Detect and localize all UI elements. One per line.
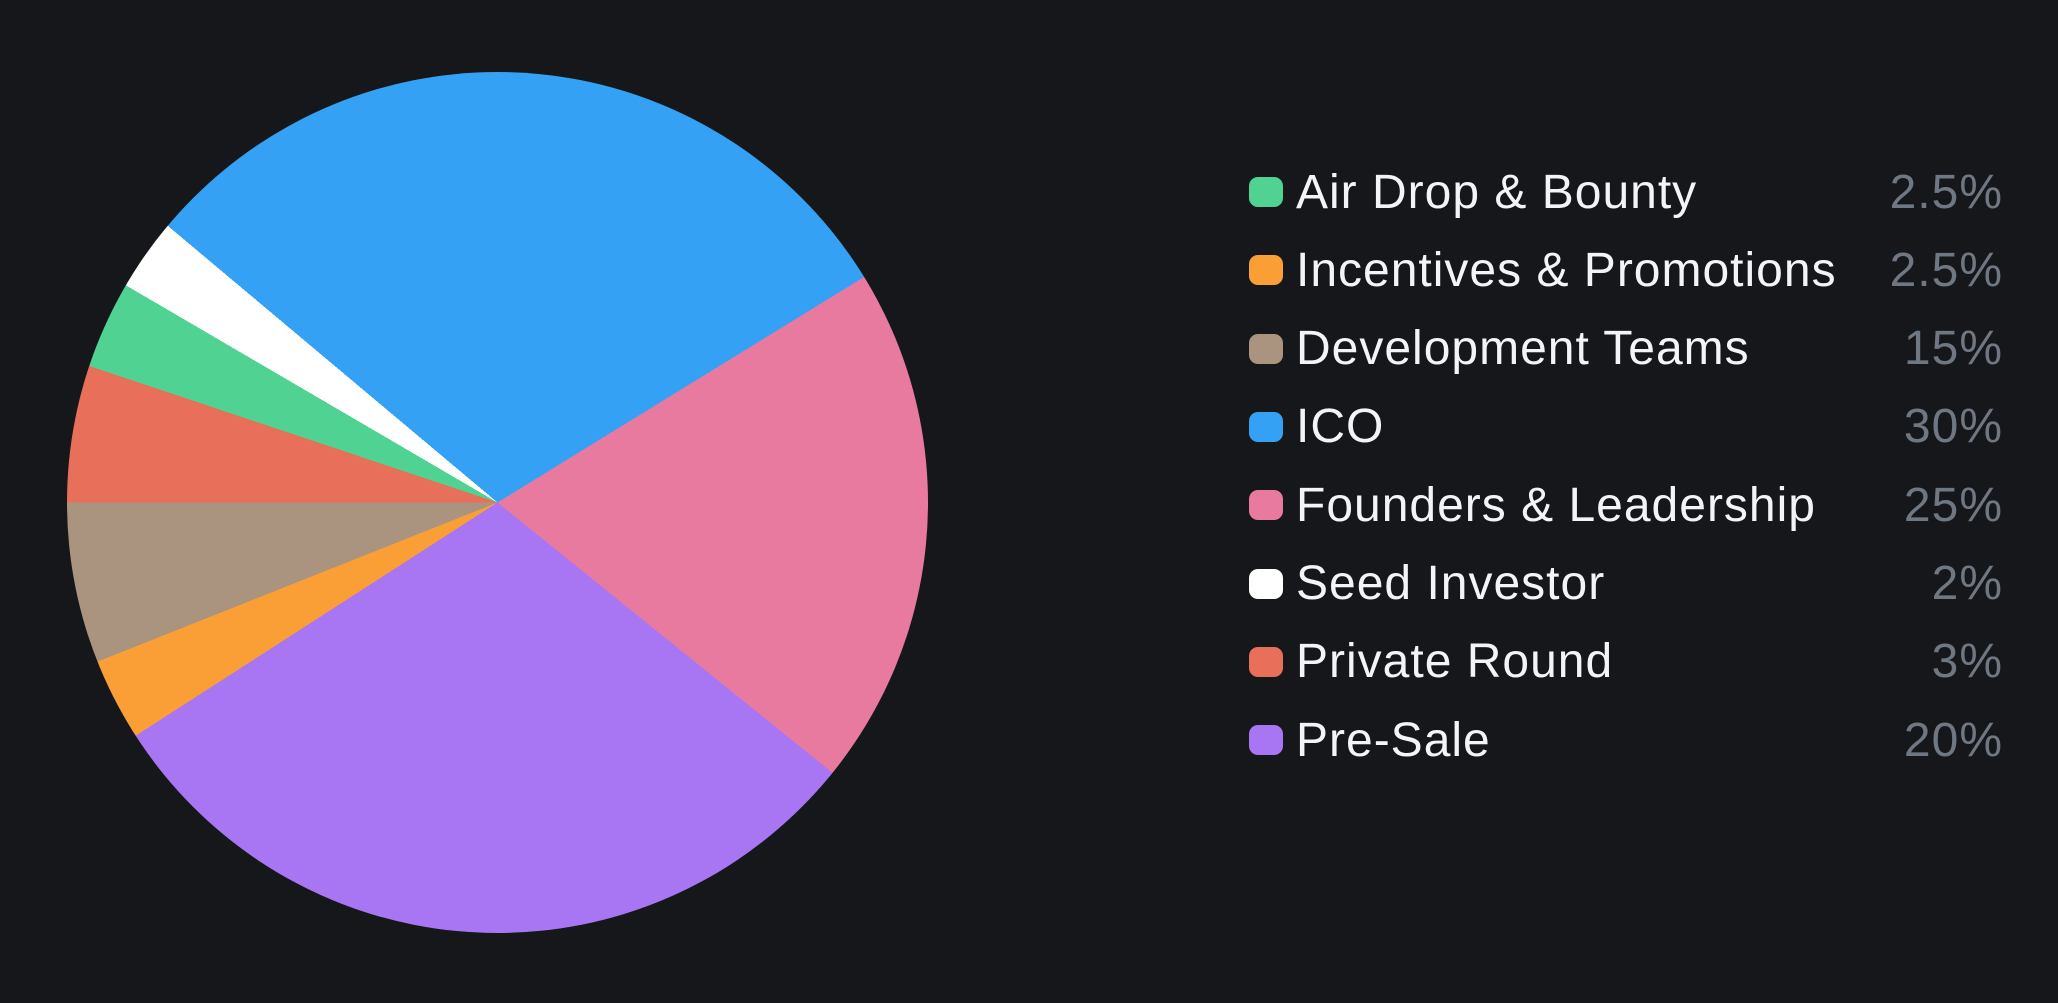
legend-color-swatch-icon — [1249, 333, 1283, 364]
legend-item-air-drop-bounty[interactable]: Air Drop & Bounty 2.5% — [1249, 153, 2003, 231]
pie-chart[interactable] — [67, 72, 928, 933]
legend-item-incentives-promotions[interactable]: Incentives & Promotions 2.5% — [1249, 231, 2003, 309]
legend-value: 15% — [1903, 322, 2003, 376]
legend-color-swatch-icon — [1249, 255, 1283, 286]
legend-label: Seed Investor — [1296, 557, 1606, 610]
legend-label: Pre-Sale — [1296, 713, 1491, 767]
legend-label: Development Teams — [1296, 322, 1750, 376]
legend-item-pre-sale[interactable]: Pre-Sale 20% — [1249, 701, 2003, 779]
legend-label: Founders & Leadership — [1296, 478, 1816, 532]
legend-color-swatch-icon — [1249, 725, 1283, 756]
legend: Air Drop & Bounty 2.5% Incentives & Prom… — [1249, 0, 2003, 1003]
legend-label: Private Round — [1296, 635, 1614, 689]
legend-label: Incentives & Promotions — [1296, 243, 1837, 297]
legend-item-development-teams[interactable]: Development Teams 15% — [1249, 310, 2003, 388]
legend-color-swatch-icon — [1249, 411, 1283, 442]
legend-label: Air Drop & Bounty — [1296, 165, 1698, 219]
legend-color-swatch-icon — [1249, 646, 1283, 677]
legend-item-private-round[interactable]: Private Round 3% — [1249, 623, 2003, 701]
legend-label: ICO — [1296, 400, 1385, 454]
legend-color-swatch-icon — [1249, 568, 1283, 599]
legend-value: 2% — [1931, 557, 2003, 610]
legend-item-ico[interactable]: ICO 30% — [1249, 388, 2003, 466]
legend-item-seed-investor[interactable]: Seed Investor 2% — [1249, 545, 2003, 623]
legend-value: 2.5% — [1889, 165, 2003, 219]
legend-value: 20% — [1903, 713, 2003, 767]
legend-value: 2.5% — [1889, 243, 2003, 297]
legend-color-swatch-icon — [1249, 490, 1283, 521]
legend-value: 30% — [1903, 400, 2003, 454]
legend-color-swatch-icon — [1249, 177, 1283, 207]
legend-value: 3% — [1931, 635, 2003, 689]
legend-item-founders-leadership[interactable]: Founders & Leadership 25% — [1249, 466, 2003, 544]
legend-value: 25% — [1903, 478, 2003, 532]
